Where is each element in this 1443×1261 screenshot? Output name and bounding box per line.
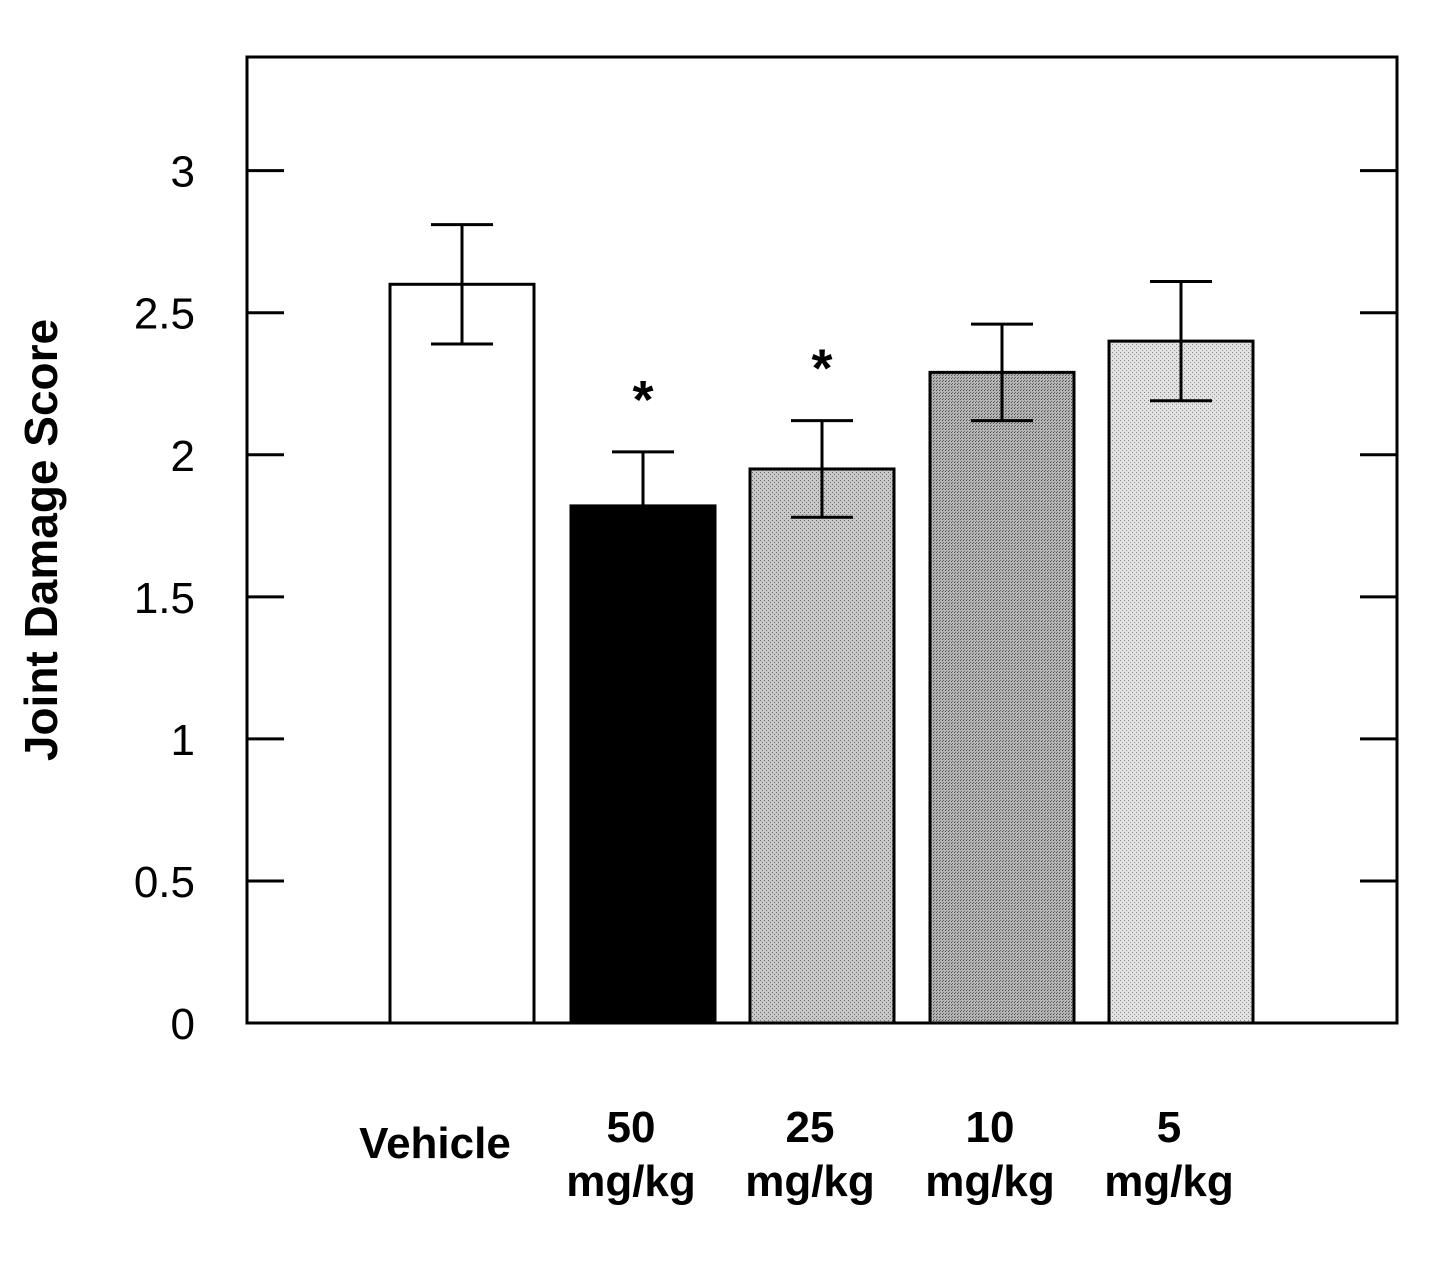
y-tick-label: 0.5 bbox=[134, 858, 195, 907]
x-tick-label: 25 bbox=[786, 1103, 835, 1152]
y-axis-title-group: Joint Damage Score bbox=[15, 319, 67, 761]
x-tick-label: Vehicle bbox=[359, 1119, 511, 1168]
bar bbox=[748, 467, 896, 1025]
y-tick-label: 0 bbox=[171, 1000, 195, 1049]
x-tick-label: mg/kg bbox=[1104, 1157, 1234, 1206]
x-tick-label: mg/kg bbox=[925, 1157, 1055, 1206]
bar bbox=[1107, 339, 1255, 1025]
x-tick-label: mg/kg bbox=[566, 1157, 696, 1206]
plot-area: 0 0.5 1 1.5 2 2.5 3 Vehicle * 50 mg/kg * 25 mg/kg 10 mg… bbox=[134, 55, 1399, 1206]
bar bbox=[388, 282, 536, 1025]
bar bbox=[569, 504, 717, 1025]
significance-marker: * bbox=[811, 339, 832, 399]
y-tick-label: 1 bbox=[171, 716, 195, 765]
x-tick-label: 50 bbox=[607, 1103, 656, 1152]
x-tick-label: 10 bbox=[966, 1103, 1015, 1152]
y-tick-label: 2 bbox=[171, 432, 195, 481]
x-tick-label: 5 bbox=[1157, 1103, 1181, 1152]
bar bbox=[928, 370, 1076, 1025]
x-tick-label: mg/kg bbox=[745, 1157, 875, 1206]
y-tick-label: 1.5 bbox=[134, 574, 195, 623]
y-tick-label: 3 bbox=[171, 148, 195, 197]
y-axis-title: Joint Damage Score bbox=[15, 319, 67, 761]
significance-marker: * bbox=[632, 370, 653, 430]
y-tick-label: 2.5 bbox=[134, 290, 195, 339]
